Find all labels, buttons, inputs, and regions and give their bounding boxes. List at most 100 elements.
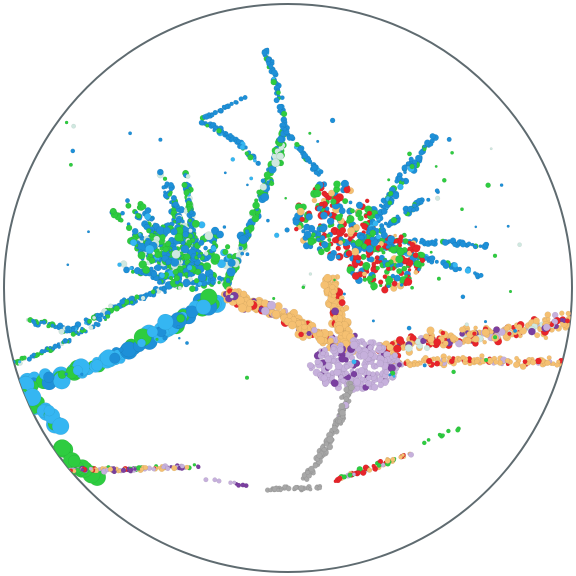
point (269, 179, 273, 183)
point (335, 245, 341, 252)
point (237, 303, 247, 313)
point (293, 484, 299, 490)
point (184, 464, 190, 470)
point (260, 306, 270, 316)
point (155, 337, 159, 341)
point (366, 253, 371, 259)
point (472, 335, 480, 343)
point (343, 186, 351, 194)
point (399, 282, 404, 287)
point (474, 358, 480, 365)
point (440, 433, 446, 438)
point (50, 323, 55, 328)
point (397, 183, 404, 191)
point (180, 219, 185, 224)
point (212, 477, 218, 483)
point (70, 331, 76, 337)
point (151, 466, 157, 472)
point (426, 326, 435, 335)
point (159, 272, 166, 279)
point (320, 350, 326, 357)
point (284, 227, 290, 233)
point (202, 262, 212, 271)
point (398, 243, 403, 248)
point (118, 217, 124, 223)
point (105, 314, 111, 319)
point (149, 217, 154, 222)
point (299, 216, 306, 223)
point (426, 437, 431, 442)
point (146, 228, 152, 234)
point (297, 146, 304, 153)
point (367, 344, 374, 351)
point (383, 369, 390, 375)
point (261, 49, 268, 56)
point (64, 120, 69, 125)
point (489, 329, 494, 335)
point (434, 259, 439, 264)
point (329, 284, 336, 290)
point (330, 288, 337, 295)
point (276, 103, 284, 111)
point (347, 226, 356, 235)
point (426, 197, 431, 202)
point (162, 176, 168, 182)
point (66, 263, 70, 267)
point (276, 135, 284, 143)
point (302, 152, 309, 159)
point (74, 330, 78, 334)
point (435, 195, 441, 201)
point (464, 337, 472, 345)
point (229, 101, 234, 107)
point (378, 279, 384, 285)
point (120, 210, 125, 216)
point (161, 464, 166, 470)
point (97, 317, 103, 323)
point (406, 325, 412, 331)
point (195, 299, 212, 315)
point (381, 286, 389, 294)
point (140, 203, 147, 210)
point (318, 201, 324, 207)
point (316, 335, 326, 345)
point (63, 338, 69, 344)
point (423, 344, 431, 352)
point (544, 311, 552, 318)
point (353, 378, 361, 386)
point (354, 239, 363, 247)
point (307, 238, 315, 246)
point (162, 335, 168, 341)
point (179, 463, 185, 469)
point (125, 224, 133, 232)
point (336, 475, 343, 482)
point (433, 338, 442, 347)
point (170, 194, 178, 202)
point (276, 152, 285, 161)
point (186, 264, 193, 271)
point (271, 309, 281, 319)
point (355, 201, 364, 210)
point (342, 197, 349, 205)
point (70, 148, 76, 154)
point (292, 218, 300, 226)
point (272, 296, 276, 301)
point (273, 97, 280, 104)
point (460, 294, 466, 300)
point (349, 340, 359, 350)
point (396, 268, 403, 275)
point (514, 355, 520, 361)
point (216, 127, 222, 134)
point (369, 229, 377, 237)
point (375, 265, 381, 271)
point (333, 278, 336, 282)
point (366, 467, 373, 473)
point (88, 325, 94, 331)
point (158, 137, 163, 142)
point (419, 237, 425, 243)
point (288, 134, 295, 140)
point (387, 190, 394, 197)
point (546, 355, 552, 361)
point (6, 362, 12, 367)
point (474, 225, 478, 229)
point (419, 200, 424, 205)
